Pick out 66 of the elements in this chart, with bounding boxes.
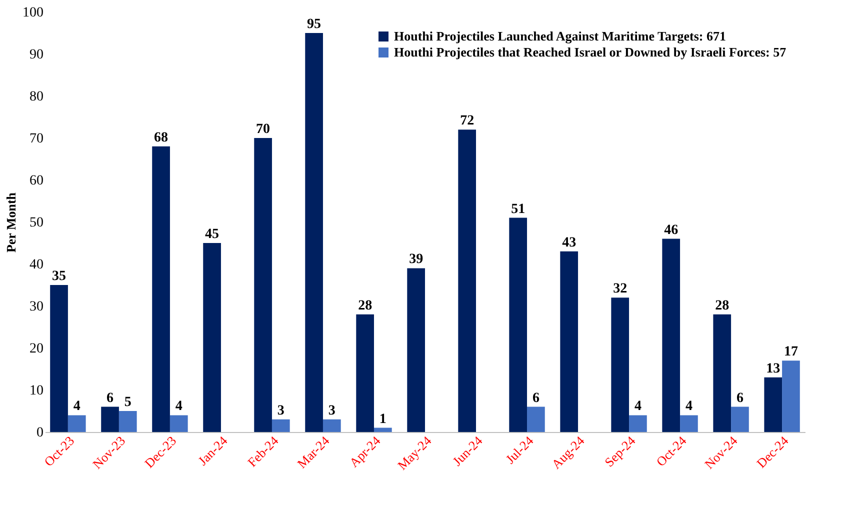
bar xyxy=(118,411,137,432)
y-tick-label: 90 xyxy=(30,48,44,62)
data-label: 45 xyxy=(205,227,220,242)
bar xyxy=(782,360,800,432)
data-label: 68 xyxy=(154,130,168,146)
data-label: 95 xyxy=(307,17,322,32)
data-label: 13 xyxy=(766,361,780,376)
y-tick-label: 100 xyxy=(22,6,44,20)
bar xyxy=(374,428,392,432)
data-label: 46 xyxy=(664,222,678,238)
data-label: 4 xyxy=(634,399,642,414)
bar xyxy=(611,298,630,432)
bar xyxy=(764,377,782,432)
data-label: 4 xyxy=(175,399,182,414)
bar xyxy=(560,251,578,432)
data-label: 39 xyxy=(409,252,424,268)
bar xyxy=(713,314,732,432)
bar xyxy=(322,419,341,432)
data-label: 32 xyxy=(613,282,628,297)
data-label: 1 xyxy=(379,412,386,427)
bar xyxy=(527,406,545,432)
y-tick-label: 60 xyxy=(30,174,44,188)
bar xyxy=(680,415,698,432)
bar xyxy=(101,406,119,432)
data-label: 6 xyxy=(532,390,540,406)
data-label: 3 xyxy=(277,403,284,418)
legend-label: Houthi Projectiles Launched Against Maritime Targets: 671 xyxy=(394,28,726,44)
data-label: 6 xyxy=(106,390,114,406)
y-axis-title: Per Month xyxy=(4,192,18,253)
data-label: 43 xyxy=(562,235,576,250)
data-label: 3 xyxy=(328,403,336,418)
data-label: 28 xyxy=(358,298,372,314)
bar xyxy=(629,415,647,432)
data-label: 4 xyxy=(73,399,80,414)
y-tick-label: 30 xyxy=(30,300,44,314)
bar xyxy=(50,285,68,432)
bar xyxy=(254,138,272,432)
data-label: 5 xyxy=(124,395,132,410)
bar xyxy=(407,268,425,432)
data-label: 28 xyxy=(715,298,730,314)
y-tick-label: 10 xyxy=(30,384,44,398)
data-label: 35 xyxy=(52,269,66,284)
bar xyxy=(68,415,86,432)
y-tick-label: 70 xyxy=(30,132,44,146)
bar xyxy=(305,33,323,432)
bar xyxy=(458,130,476,432)
y-tick-label: 80 xyxy=(30,90,44,104)
data-label: 70 xyxy=(256,122,270,137)
data-label: 4 xyxy=(685,399,692,414)
y-tick-label: 50 xyxy=(30,216,44,230)
bar xyxy=(356,314,374,432)
data-label: 6 xyxy=(736,390,744,406)
bar xyxy=(731,406,749,432)
bar xyxy=(203,243,221,432)
y-tick-label: 20 xyxy=(30,342,44,356)
data-label: 51 xyxy=(511,202,526,217)
bar xyxy=(170,415,188,432)
bar xyxy=(152,146,170,432)
data-label: 72 xyxy=(460,114,474,129)
bar xyxy=(662,238,680,432)
legend-label: Houthi Projectiles that Reached Israel or Downed by Israeli Forces: 57 xyxy=(394,44,787,60)
bar xyxy=(509,218,528,432)
y-tick-label: 0 xyxy=(36,426,44,440)
y-tick-label: 40 xyxy=(30,258,44,272)
data-label: 17 xyxy=(784,344,798,360)
bar xyxy=(272,419,290,432)
